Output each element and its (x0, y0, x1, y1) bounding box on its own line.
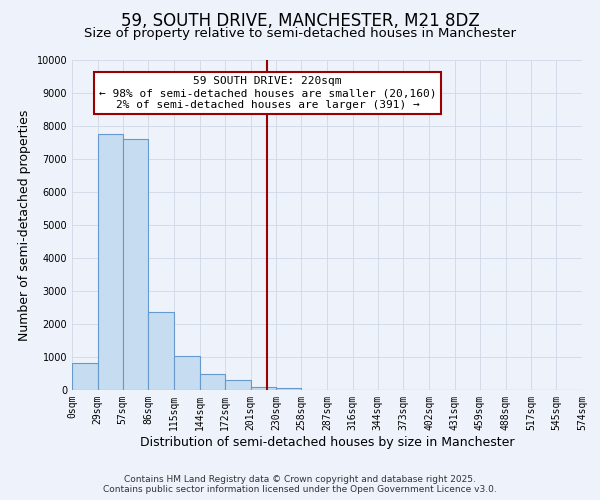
X-axis label: Distribution of semi-detached houses by size in Manchester: Distribution of semi-detached houses by … (140, 436, 514, 448)
Text: Size of property relative to semi-detached houses in Manchester: Size of property relative to semi-detach… (84, 28, 516, 40)
Bar (148, 312, 174, 390)
Bar (122, 139, 148, 390)
Bar (72, 363, 98, 390)
Bar (251, 386, 277, 390)
Y-axis label: Number of semi-detached properties: Number of semi-detached properties (18, 110, 31, 340)
Bar (225, 380, 251, 390)
Bar (174, 356, 200, 390)
Text: Contains HM Land Registry data © Crown copyright and database right 2025.
Contai: Contains HM Land Registry data © Crown c… (103, 474, 497, 494)
Bar (200, 374, 225, 390)
Bar (98, 134, 122, 390)
Text: 59 SOUTH DRIVE: 220sqm
← 98% of semi-detached houses are smaller (20,160)
2% of : 59 SOUTH DRIVE: 220sqm ← 98% of semi-det… (99, 76, 436, 110)
Text: 59, SOUTH DRIVE, MANCHESTER, M21 8DZ: 59, SOUTH DRIVE, MANCHESTER, M21 8DZ (121, 12, 479, 30)
Bar (277, 388, 301, 390)
